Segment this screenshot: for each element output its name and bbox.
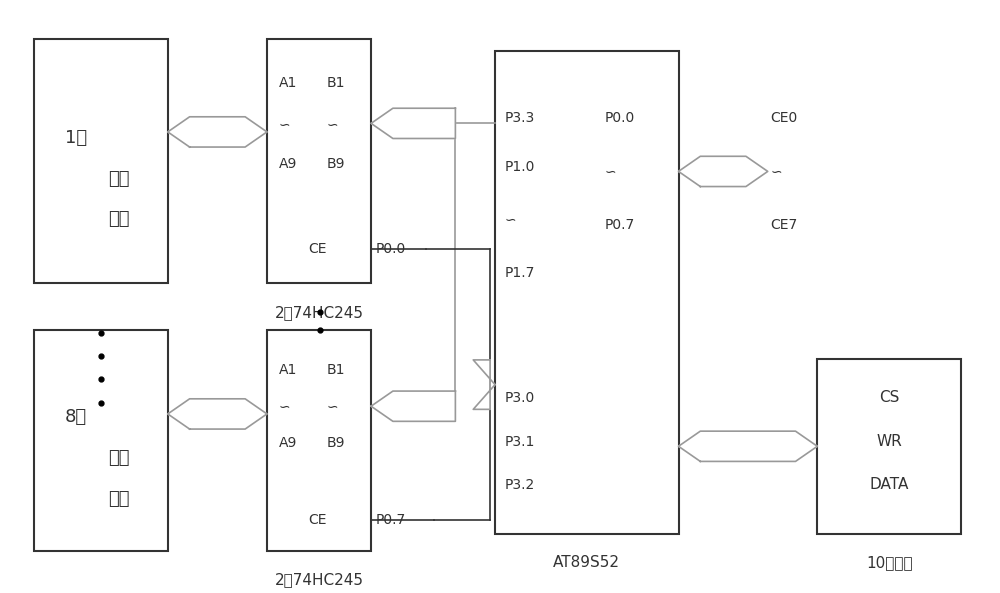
Text: 探测: 探测 (108, 449, 129, 467)
Polygon shape (168, 117, 267, 147)
Text: P1.7: P1.7 (505, 266, 535, 280)
Polygon shape (371, 391, 455, 422)
Text: CE: CE (309, 513, 327, 527)
Text: ∽: ∽ (505, 213, 517, 227)
Text: CE7: CE7 (771, 218, 798, 231)
Text: P1.0: P1.0 (505, 160, 535, 174)
Bar (267, 330, 371, 551)
Text: AT89S52: AT89S52 (553, 555, 620, 570)
Text: 10位液晶: 10位液晶 (866, 555, 913, 570)
Text: B1: B1 (326, 76, 345, 90)
Text: P3.1: P3.1 (505, 435, 535, 449)
Text: A1: A1 (279, 76, 297, 90)
Text: 模块: 模块 (108, 490, 129, 508)
Text: B9: B9 (326, 436, 345, 449)
Text: 探测: 探测 (108, 170, 129, 188)
Text: CS: CS (879, 390, 899, 405)
Bar (34, 39, 168, 283)
Text: ∽: ∽ (326, 400, 338, 415)
Text: B9: B9 (326, 157, 345, 171)
Polygon shape (168, 399, 267, 429)
Text: ∽: ∽ (771, 164, 782, 178)
Text: ∽: ∽ (604, 164, 616, 178)
Text: P0.7: P0.7 (376, 513, 406, 527)
Bar (267, 39, 371, 283)
Text: P0.7: P0.7 (604, 218, 634, 231)
Text: ∽: ∽ (279, 400, 290, 415)
Text: DATA: DATA (870, 477, 909, 492)
Polygon shape (473, 360, 495, 409)
Text: P3.0: P3.0 (505, 391, 535, 406)
Polygon shape (371, 109, 455, 139)
Bar (34, 330, 168, 551)
Text: A1: A1 (279, 363, 297, 377)
Text: ∽: ∽ (279, 117, 290, 132)
Text: ∽: ∽ (326, 117, 338, 132)
Bar (817, 359, 961, 534)
Text: P0.0: P0.0 (376, 242, 406, 256)
Polygon shape (678, 431, 817, 461)
Polygon shape (678, 157, 768, 187)
Text: P0.0: P0.0 (604, 111, 634, 125)
Text: WR: WR (876, 433, 902, 448)
Text: 1号: 1号 (65, 129, 87, 147)
Text: B1: B1 (326, 363, 345, 377)
Text: CE: CE (309, 242, 327, 256)
Text: P3.3: P3.3 (505, 111, 535, 125)
Text: A9: A9 (279, 436, 297, 449)
Text: 模块: 模块 (108, 211, 129, 228)
Text: CE0: CE0 (771, 111, 798, 125)
Text: A9: A9 (279, 157, 297, 171)
Text: 2片74HC245: 2片74HC245 (275, 305, 364, 320)
Text: 8号: 8号 (65, 408, 87, 426)
Bar (495, 51, 678, 534)
Text: P3.2: P3.2 (505, 479, 535, 492)
Text: 2片74HC245: 2片74HC245 (275, 573, 364, 588)
